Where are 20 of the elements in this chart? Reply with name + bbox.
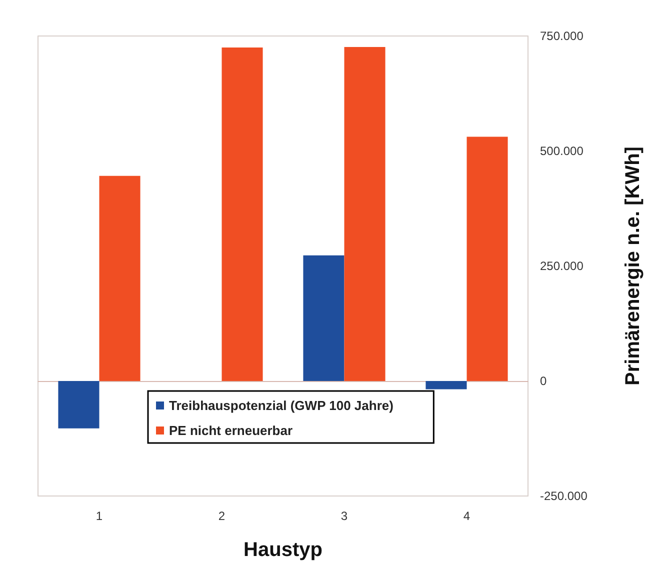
x-tick-label: 2 (218, 509, 226, 523)
bar (58, 381, 100, 428)
y-tick-label: 0 (540, 374, 547, 388)
bar (303, 255, 344, 381)
x-tick-label: 1 (96, 509, 103, 523)
x-tick-label: 4 (463, 509, 470, 523)
y-axis-title: Primärenergie n.e. [KWh] (622, 146, 644, 386)
bar (426, 381, 467, 390)
x-tick-label: 3 (340, 509, 348, 523)
y-tick-label: -250.000 (540, 489, 588, 503)
y-tick-label: 250.000 (540, 259, 584, 273)
legend-label: Treibhauspotenzial (GWP 100 Jahre) (169, 398, 394, 413)
y-tick-label: 750.000 (540, 29, 584, 43)
bar (99, 176, 140, 381)
bar (344, 47, 386, 381)
legend-label: PE nicht erneuerbar (169, 423, 293, 438)
y-tick-label: 500.000 (540, 144, 584, 158)
bar (222, 48, 263, 381)
bar (466, 136, 508, 381)
x-axis-title: Haustyp (244, 539, 322, 561)
